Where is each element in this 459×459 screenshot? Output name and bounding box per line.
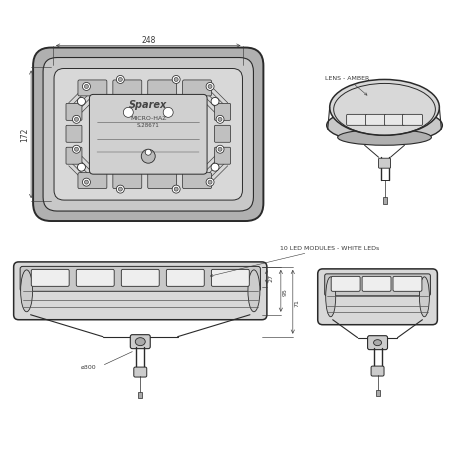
Ellipse shape	[419, 277, 428, 317]
Ellipse shape	[337, 130, 431, 146]
Ellipse shape	[118, 188, 122, 192]
Text: 172: 172	[20, 128, 29, 142]
FancyBboxPatch shape	[330, 277, 359, 291]
FancyBboxPatch shape	[78, 174, 106, 189]
FancyBboxPatch shape	[182, 81, 211, 97]
Ellipse shape	[116, 76, 124, 84]
Text: 27: 27	[269, 273, 273, 281]
FancyBboxPatch shape	[66, 148, 82, 165]
Ellipse shape	[211, 98, 218, 106]
Ellipse shape	[326, 108, 442, 144]
FancyBboxPatch shape	[166, 270, 204, 287]
Ellipse shape	[218, 118, 222, 122]
Ellipse shape	[74, 118, 78, 122]
Ellipse shape	[174, 78, 178, 82]
Ellipse shape	[84, 181, 88, 185]
FancyBboxPatch shape	[378, 159, 390, 169]
FancyBboxPatch shape	[324, 274, 430, 296]
FancyBboxPatch shape	[31, 270, 69, 287]
FancyBboxPatch shape	[20, 267, 260, 291]
FancyBboxPatch shape	[147, 174, 176, 189]
Ellipse shape	[118, 78, 122, 82]
Text: S.28671: S.28671	[137, 123, 159, 128]
FancyBboxPatch shape	[112, 174, 141, 189]
Text: 248: 248	[141, 35, 155, 45]
Ellipse shape	[21, 270, 33, 312]
FancyBboxPatch shape	[147, 81, 176, 97]
Ellipse shape	[216, 116, 224, 124]
Ellipse shape	[172, 186, 180, 194]
Ellipse shape	[207, 181, 212, 185]
FancyBboxPatch shape	[402, 115, 421, 126]
Ellipse shape	[135, 338, 145, 346]
FancyBboxPatch shape	[384, 115, 403, 126]
Ellipse shape	[141, 150, 155, 164]
Ellipse shape	[211, 164, 218, 172]
Text: 95: 95	[282, 287, 287, 295]
Ellipse shape	[82, 179, 90, 187]
FancyBboxPatch shape	[392, 277, 421, 291]
FancyBboxPatch shape	[211, 270, 249, 287]
Ellipse shape	[329, 80, 438, 136]
Ellipse shape	[77, 98, 85, 106]
Text: 71: 71	[294, 298, 299, 306]
Text: LENS - AMBER: LENS - AMBER	[324, 76, 368, 96]
FancyBboxPatch shape	[54, 69, 242, 201]
Ellipse shape	[373, 340, 381, 346]
FancyBboxPatch shape	[89, 95, 207, 175]
FancyBboxPatch shape	[130, 335, 150, 349]
Ellipse shape	[218, 148, 222, 152]
FancyBboxPatch shape	[134, 367, 146, 377]
Bar	[382, 198, 386, 205]
Text: Sparex: Sparex	[129, 100, 167, 110]
FancyBboxPatch shape	[317, 269, 437, 325]
FancyBboxPatch shape	[365, 115, 385, 126]
Text: MICRO-HAZ: MICRO-HAZ	[130, 116, 166, 121]
Ellipse shape	[206, 179, 213, 187]
Ellipse shape	[73, 116, 80, 124]
FancyBboxPatch shape	[33, 49, 263, 222]
Ellipse shape	[207, 85, 212, 89]
Ellipse shape	[73, 146, 80, 154]
Ellipse shape	[216, 146, 224, 154]
Ellipse shape	[163, 108, 173, 118]
FancyBboxPatch shape	[66, 126, 82, 143]
Ellipse shape	[247, 270, 259, 312]
Ellipse shape	[84, 85, 88, 89]
Text: 10 LED MODULES - WHITE LEDs: 10 LED MODULES - WHITE LEDs	[210, 246, 378, 277]
Ellipse shape	[325, 277, 335, 317]
FancyBboxPatch shape	[78, 81, 106, 97]
Ellipse shape	[206, 83, 213, 91]
FancyBboxPatch shape	[76, 270, 114, 287]
FancyBboxPatch shape	[370, 366, 383, 376]
FancyBboxPatch shape	[214, 148, 230, 165]
Text: ø300: ø300	[80, 364, 96, 369]
Ellipse shape	[74, 148, 78, 152]
Ellipse shape	[174, 188, 178, 192]
Bar	[375, 390, 379, 397]
FancyBboxPatch shape	[361, 277, 390, 291]
Ellipse shape	[77, 164, 85, 172]
Ellipse shape	[82, 83, 90, 91]
FancyBboxPatch shape	[214, 104, 230, 121]
Ellipse shape	[116, 186, 124, 194]
Ellipse shape	[123, 108, 133, 118]
FancyBboxPatch shape	[346, 115, 366, 126]
FancyBboxPatch shape	[214, 126, 230, 143]
Ellipse shape	[145, 150, 151, 156]
FancyBboxPatch shape	[112, 81, 141, 97]
FancyBboxPatch shape	[121, 270, 159, 287]
FancyBboxPatch shape	[43, 58, 253, 212]
FancyBboxPatch shape	[182, 174, 211, 189]
FancyBboxPatch shape	[66, 104, 82, 121]
Ellipse shape	[172, 76, 180, 84]
FancyBboxPatch shape	[367, 336, 386, 350]
FancyBboxPatch shape	[14, 263, 266, 320]
Bar	[138, 392, 142, 398]
